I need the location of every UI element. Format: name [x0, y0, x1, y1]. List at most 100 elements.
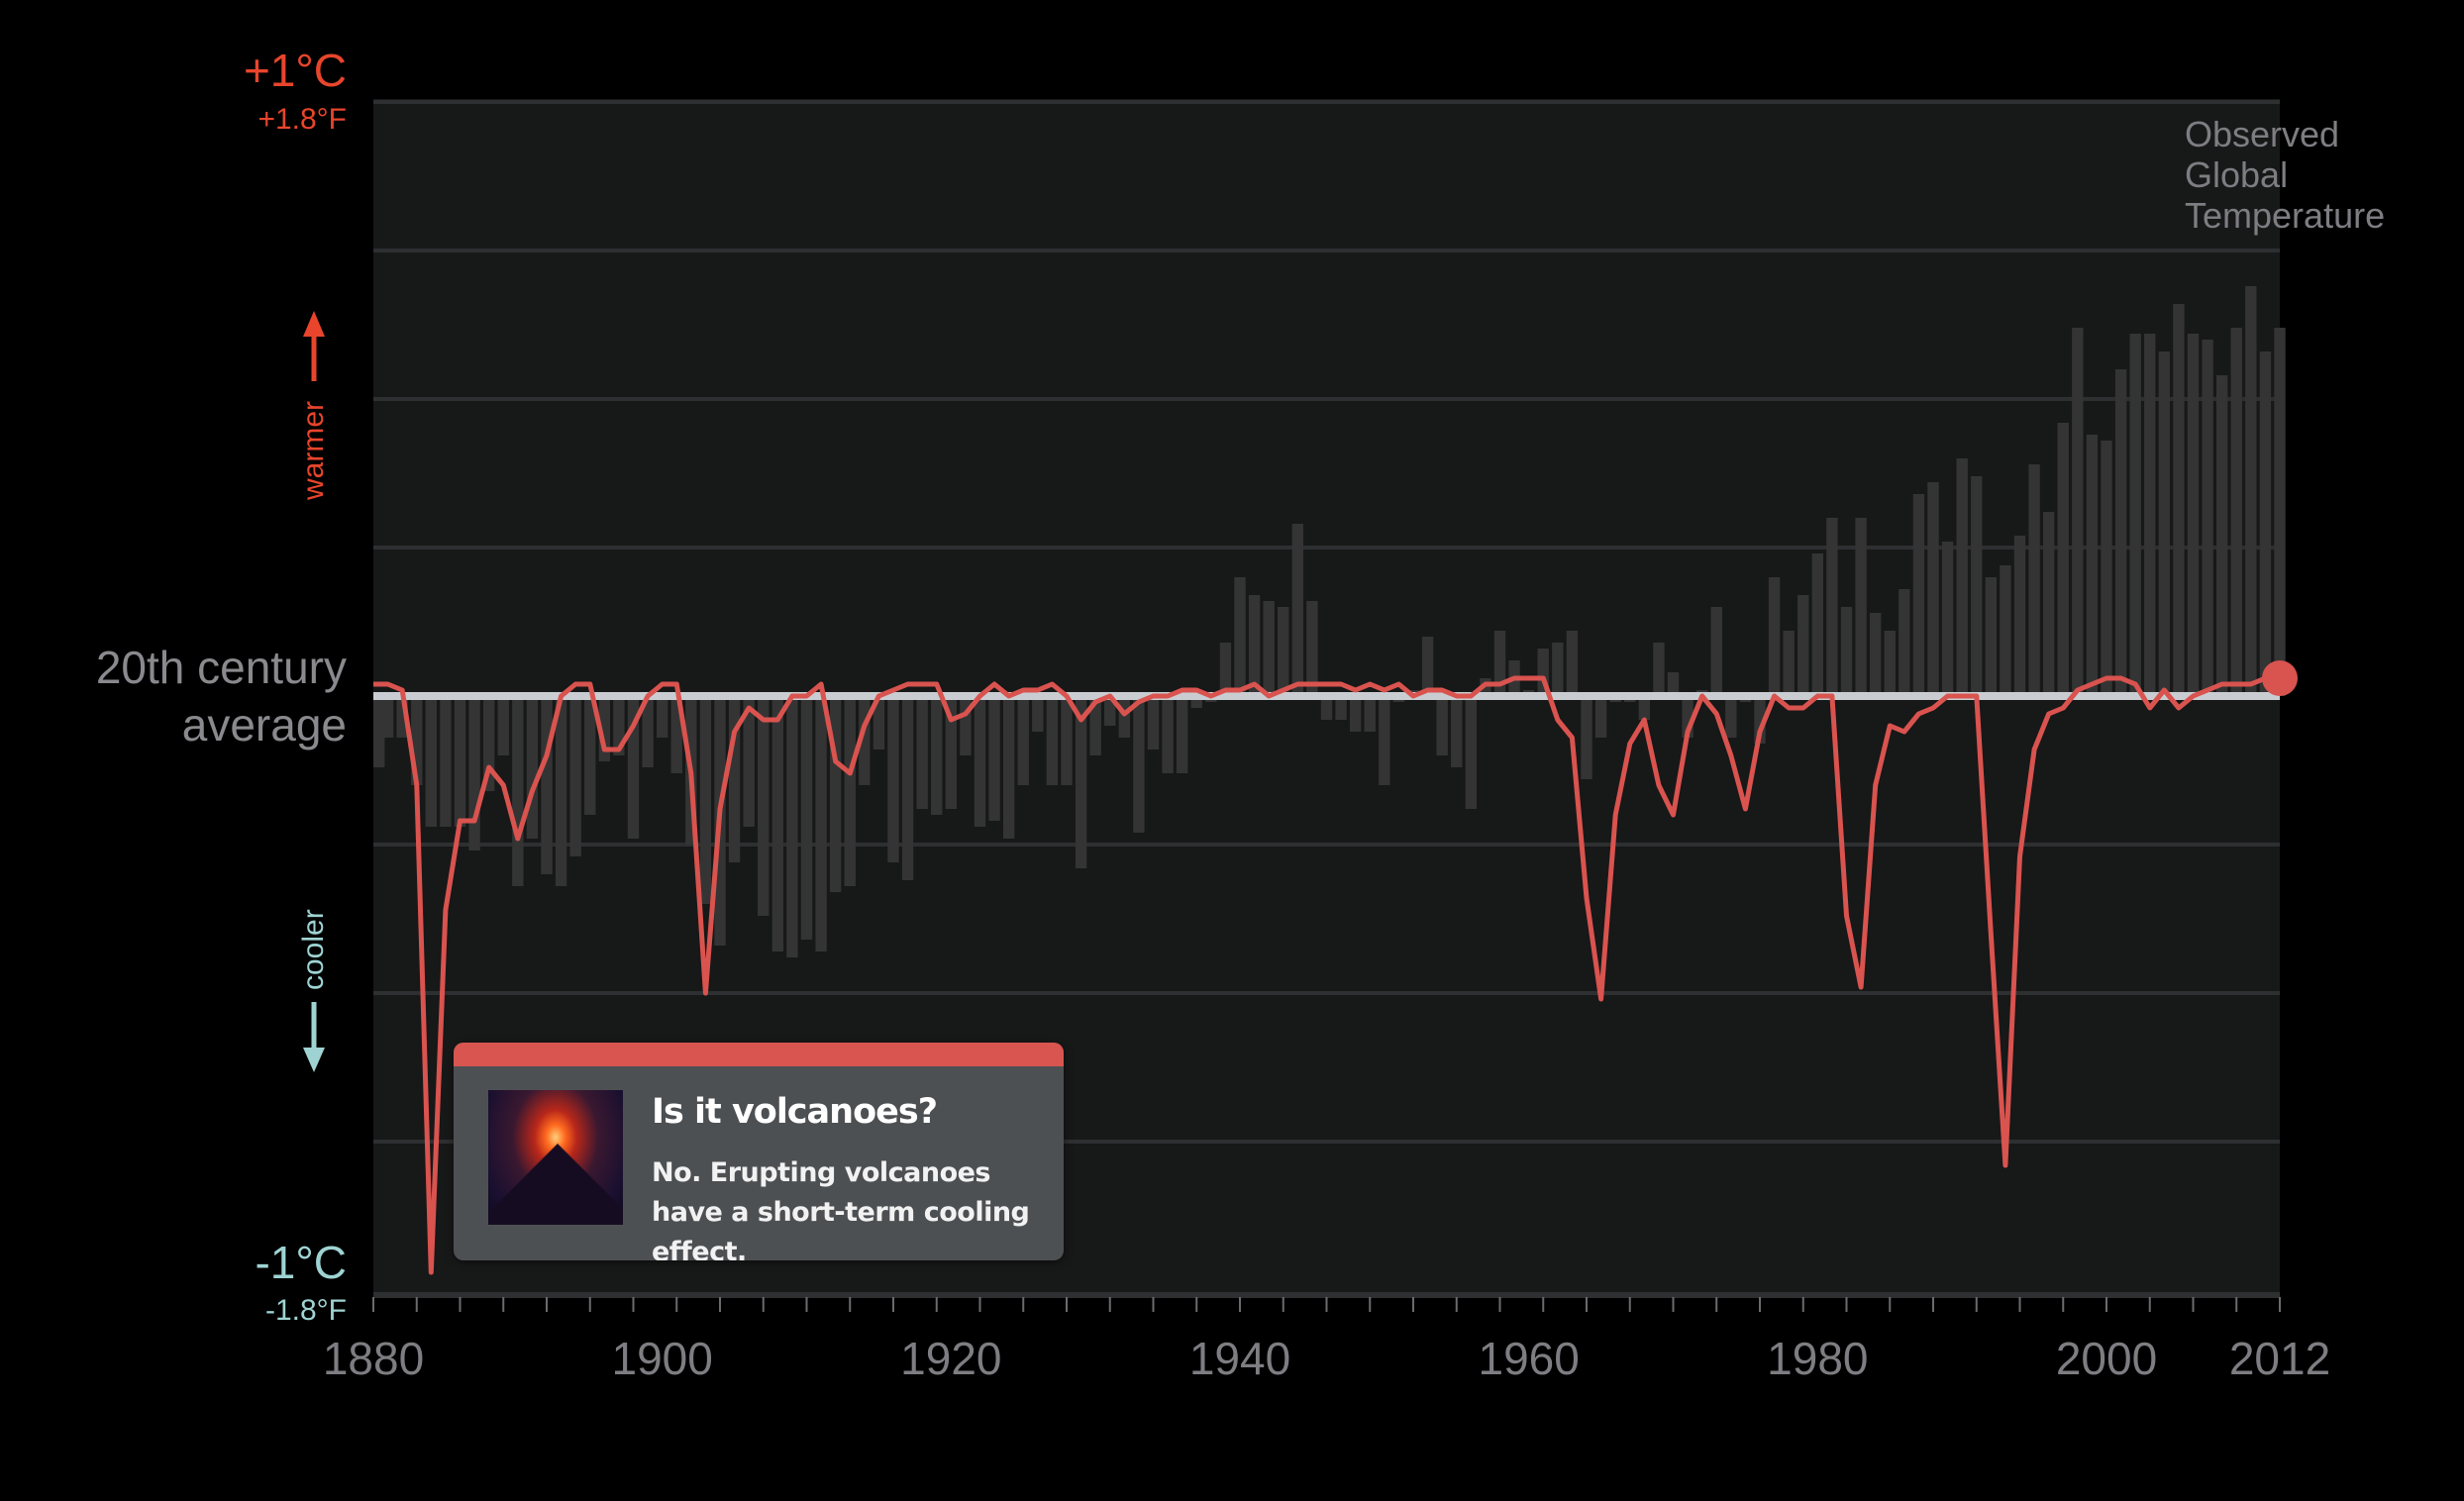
- temperature-bar[interactable]: [1985, 577, 1998, 696]
- temperature-bar[interactable]: [2158, 351, 2171, 696]
- volcano-tooltip[interactable]: Is it volcanoes? No. Erupting volcanoes …: [454, 1043, 1064, 1260]
- temperature-bar[interactable]: [1725, 696, 1737, 738]
- temperature-bar[interactable]: [1537, 649, 1549, 696]
- temperature-bar[interactable]: [859, 696, 871, 785]
- temperature-bar[interactable]: [1493, 631, 1506, 696]
- temperature-bar[interactable]: [1855, 518, 1867, 696]
- line-endpoint-marker[interactable]: [2262, 660, 2298, 696]
- temperature-bar[interactable]: [1379, 696, 1390, 785]
- temperature-bar[interactable]: [425, 696, 438, 827]
- temperature-bar[interactable]: [1797, 595, 1809, 696]
- temperature-bar[interactable]: [1263, 601, 1275, 696]
- temperature-bar[interactable]: [670, 696, 682, 773]
- temperature-bar[interactable]: [800, 696, 813, 940]
- temperature-bar[interactable]: [974, 696, 986, 827]
- temperature-bar[interactable]: [1291, 524, 1304, 696]
- temperature-bar[interactable]: [1884, 631, 1896, 696]
- temperature-bar[interactable]: [743, 696, 755, 827]
- temperature-bar[interactable]: [887, 696, 899, 862]
- temperature-bar[interactable]: [1653, 643, 1665, 696]
- temperature-bar[interactable]: [1147, 696, 1160, 750]
- temperature-bar[interactable]: [1667, 672, 1680, 696]
- temperature-bar[interactable]: [1710, 607, 1722, 696]
- temperature-bar[interactable]: [1594, 696, 1607, 738]
- temperature-bar[interactable]: [584, 696, 596, 815]
- temperature-bar[interactable]: [2259, 351, 2272, 696]
- temperature-bar[interactable]: [2101, 441, 2112, 696]
- temperature-bar[interactable]: [1306, 601, 1318, 696]
- volcanic-factor-line[interactable]: [373, 675, 2280, 1275]
- temperature-bar[interactable]: [1133, 696, 1145, 833]
- temperature-bar[interactable]: [1219, 643, 1232, 696]
- temperature-bar[interactable]: [1941, 542, 1954, 696]
- temperature-bar[interactable]: [1032, 696, 1044, 732]
- temperature-bar[interactable]: [497, 696, 509, 755]
- temperature-bar[interactable]: [728, 696, 741, 862]
- temperature-bar[interactable]: [468, 696, 480, 851]
- temperature-bar[interactable]: [381, 696, 394, 738]
- temperature-bar[interactable]: [1162, 696, 1174, 773]
- temperature-bar[interactable]: [1002, 696, 1015, 839]
- temperature-bar[interactable]: [1927, 482, 1939, 696]
- temperature-bar[interactable]: [1104, 696, 1116, 726]
- temperature-bar[interactable]: [1190, 696, 1202, 708]
- temperature-bar[interactable]: [1783, 631, 1795, 696]
- temperature-bar[interactable]: [2042, 512, 2055, 696]
- temperature-bar[interactable]: [1826, 518, 1838, 696]
- temperature-bar[interactable]: [771, 696, 784, 951]
- temperature-bar[interactable]: [2215, 375, 2228, 696]
- temperature-bar[interactable]: [1451, 696, 1463, 767]
- temperature-bar[interactable]: [1768, 577, 1781, 696]
- temperature-bar[interactable]: [2028, 464, 2040, 696]
- temperature-bar[interactable]: [2000, 565, 2011, 696]
- temperature-bar[interactable]: [1899, 589, 1910, 696]
- temperature-bar[interactable]: [829, 696, 842, 892]
- temperature-bar[interactable]: [1278, 607, 1289, 696]
- temperature-bar[interactable]: [1971, 476, 1983, 696]
- temperature-bar[interactable]: [1421, 637, 1434, 696]
- temperature-bar[interactable]: [945, 696, 958, 809]
- temperature-bar[interactable]: [1912, 494, 1925, 696]
- temperature-bar[interactable]: [2230, 328, 2242, 696]
- temperature-bar[interactable]: [1364, 696, 1376, 732]
- temperature-bar[interactable]: [960, 696, 972, 755]
- temperature-bar[interactable]: [1465, 696, 1478, 809]
- temperature-bar[interactable]: [1118, 696, 1131, 738]
- temperature-bar[interactable]: [1869, 613, 1882, 696]
- temperature-bar[interactable]: [2057, 423, 2069, 696]
- temperature-bar[interactable]: [1552, 643, 1564, 696]
- temperature-bar[interactable]: [440, 696, 452, 827]
- temperature-bar[interactable]: [1335, 696, 1347, 720]
- temperature-bar[interactable]: [2013, 536, 2026, 696]
- temperature-bar[interactable]: [656, 696, 668, 738]
- temperature-bar[interactable]: [1248, 595, 1261, 696]
- temperature-bar[interactable]: [526, 696, 539, 839]
- temperature-bar[interactable]: [2245, 286, 2257, 696]
- temperature-bar[interactable]: [541, 696, 553, 874]
- temperature-bar[interactable]: [454, 696, 466, 827]
- temperature-bar[interactable]: [1089, 696, 1101, 755]
- temperature-bar[interactable]: [815, 696, 827, 951]
- temperature-bar[interactable]: [642, 696, 654, 767]
- temperature-bar[interactable]: [873, 696, 885, 750]
- temperature-bar[interactable]: [482, 696, 495, 791]
- temperature-bar[interactable]: [1638, 696, 1651, 720]
- temperature-bar[interactable]: [555, 696, 567, 886]
- temperature-bar[interactable]: [2202, 340, 2213, 696]
- temperature-bar[interactable]: [411, 696, 423, 785]
- temperature-bar[interactable]: [1349, 696, 1362, 732]
- temperature-bar[interactable]: [2129, 334, 2141, 696]
- temperature-bar[interactable]: [598, 696, 611, 761]
- temperature-bar[interactable]: [931, 696, 943, 815]
- temperature-bar[interactable]: [396, 696, 408, 738]
- temperature-bar[interactable]: [1320, 696, 1333, 720]
- temperature-bar[interactable]: [627, 696, 640, 839]
- temperature-bar[interactable]: [1046, 696, 1059, 785]
- temperature-bar[interactable]: [2072, 328, 2084, 696]
- temperature-bar[interactable]: [1566, 631, 1579, 696]
- temperature-bar[interactable]: [1436, 696, 1448, 755]
- temperature-bar[interactable]: [2274, 328, 2286, 696]
- temperature-bar[interactable]: [2114, 369, 2127, 696]
- temperature-bar[interactable]: [2173, 304, 2185, 696]
- temperature-bar[interactable]: [1840, 607, 1853, 696]
